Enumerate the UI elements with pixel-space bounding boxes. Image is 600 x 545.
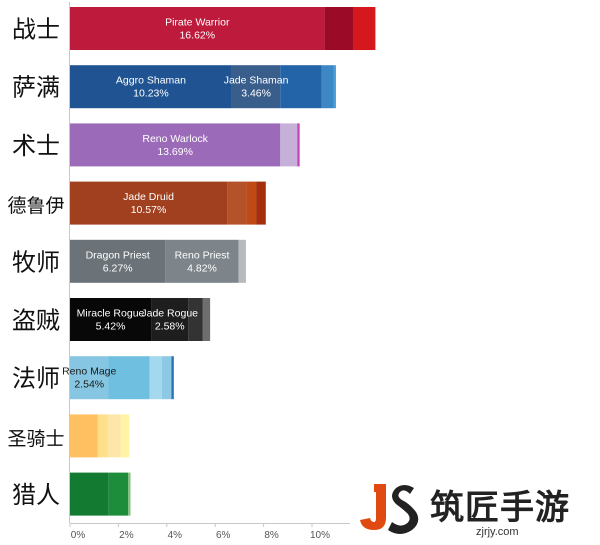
bar-segment: [70, 239, 166, 283]
js-logo-icon: [360, 484, 419, 534]
bar-segment: [70, 65, 232, 109]
segment-name-label: Reno Mage: [62, 366, 116, 378]
bar-segment: [120, 414, 130, 458]
bar-segment: [165, 239, 239, 283]
category-label: 战士: [12, 16, 60, 44]
bar-segment: [149, 356, 162, 400]
segment-name-label: Jade Druid: [123, 191, 174, 203]
watermark-logo: [352, 478, 592, 540]
bar-segment: [70, 7, 325, 50]
segment-value-label: 2.58%: [155, 321, 185, 333]
bar-segment: [171, 356, 174, 400]
watermark-url: zjrjy.com: [476, 526, 519, 538]
bar-segment: [97, 414, 108, 458]
x-tick-label: 2%: [119, 530, 134, 541]
category-label: 德鲁伊: [7, 195, 64, 217]
segment-name-label: Reno Priest: [175, 249, 230, 261]
category-label: 猎人: [12, 481, 60, 509]
x-tick-label: 4%: [168, 530, 183, 541]
category-label: 术士: [12, 132, 60, 160]
bar-segment: [70, 181, 228, 225]
bar-segment: [227, 181, 247, 225]
bar-segment: [333, 65, 336, 109]
segment-name-label: Jade Rogue: [141, 308, 198, 320]
segment-value-label: 10.23%: [133, 88, 169, 100]
segment-name-label: Dragon Priest: [86, 249, 150, 261]
x-tick-label: 0%: [71, 530, 86, 541]
bar-segment: [128, 472, 131, 516]
bar-segment: [246, 181, 257, 225]
bar-segment: [70, 414, 98, 458]
watermark-text: 筑匠手游: [430, 488, 570, 528]
category-label: 盗贼: [12, 307, 60, 335]
bar-segment: [108, 472, 129, 516]
segment-name-label: Miracle Rogue: [77, 308, 145, 320]
x-axis: 0% 2% 4% 6% 8% 10%: [69, 2, 350, 541]
bar-segment: [280, 65, 322, 109]
segment-name-label: Reno Warlock: [142, 133, 208, 145]
x-tick-label: 6%: [216, 530, 231, 541]
bar-segment: [151, 298, 189, 341]
category-label: 法师: [12, 365, 60, 393]
bar-segment: [238, 239, 246, 283]
bar-segment: [321, 65, 334, 109]
bar-segment: [70, 123, 281, 167]
bars-group: [70, 7, 376, 516]
category-label: 牧师: [12, 248, 60, 276]
bar-segment: [202, 298, 211, 341]
x-tick-label: 10%: [310, 530, 330, 541]
bar-segment: [161, 356, 172, 400]
segment-value-label: 5.42%: [96, 321, 126, 333]
category-label: 圣骑士: [7, 428, 64, 450]
segment-name-label: Jade Shaman: [224, 75, 289, 87]
segment-value-label: 2.54%: [74, 379, 104, 391]
segment-value-label: 13.69%: [157, 146, 193, 158]
x-tick-label: 8%: [264, 530, 279, 541]
bar-segment: [231, 65, 281, 109]
segment-value-label: 3.46%: [241, 88, 271, 100]
bar-segment: [324, 7, 354, 50]
bar-segment: [70, 472, 109, 516]
bar-segment: [107, 414, 121, 458]
bar-segment: [70, 356, 109, 400]
bar-segment: [108, 356, 150, 400]
bar-segment: [280, 123, 298, 167]
bar-segment: [188, 298, 203, 341]
bar-segment: [256, 181, 266, 225]
segment-value-label: 4.82%: [187, 262, 217, 274]
bar-segment: [353, 7, 376, 50]
segment-value-label: 16.62%: [179, 30, 215, 42]
bar-segment: [70, 298, 152, 341]
bar-segment: [297, 123, 300, 167]
segment-name-label: Pirate Warrior: [165, 17, 230, 29]
category-label: 萨满: [12, 74, 60, 102]
segment-name-label: Aggro Shaman: [116, 75, 186, 87]
segment-value-label: 10.57%: [131, 204, 167, 216]
segment-value-label: 6.27%: [103, 262, 133, 274]
